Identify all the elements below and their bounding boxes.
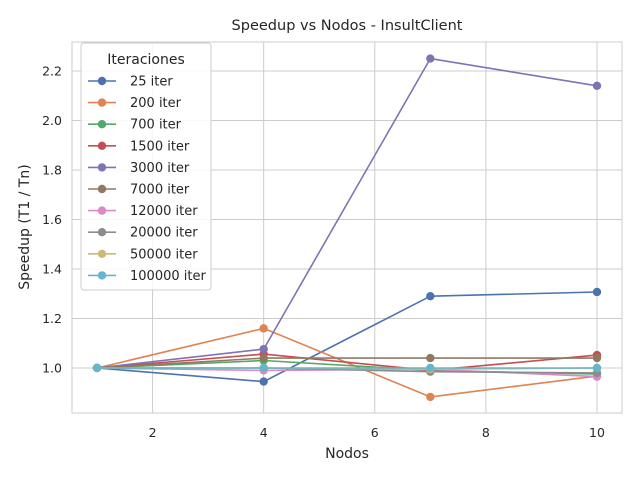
legend-item: 1500 iter (88, 139, 190, 154)
data-point (92, 363, 102, 373)
legend-item: 3000 iter (88, 161, 190, 176)
legend-marker (97, 206, 107, 215)
legend-item: 20000 iter (88, 226, 198, 241)
data-point (426, 353, 435, 363)
series-1500-iter (92, 349, 602, 375)
legend-item: 7000 iter (88, 183, 190, 198)
series-line (96, 357, 597, 369)
x-tick-label: 2 (149, 425, 157, 440)
x-tick-label: 8 (482, 425, 490, 440)
data-point (259, 363, 268, 373)
legend-label: 20000 iter (130, 226, 198, 241)
legend-marker (97, 141, 107, 150)
series-100000-iter (92, 363, 602, 373)
y-axis-label: Speedup (T1 / Tn) (17, 164, 33, 290)
legend-label: 100000 iter (130, 269, 206, 284)
legend-marker (97, 120, 107, 129)
legend-item: 700 iter (88, 118, 182, 133)
legend-item: 100000 iter (88, 269, 206, 284)
legend-marker (97, 98, 107, 107)
y-tick-label: 2.2 (42, 63, 62, 78)
legend-items: 25 iter 200 iter 700 iter 1500 iter 3000 ite… (88, 75, 206, 284)
data-point (426, 291, 435, 301)
legend-marker (97, 249, 107, 258)
tick-labels: 2 4 6 8 10 1.0 1.2 1.4 1.6 1.8 2.0 2.2 (42, 63, 605, 440)
y-tick-label: 1.8 (42, 162, 62, 177)
data-point (592, 353, 602, 363)
legend-item: 50000 iter (88, 247, 198, 262)
legend: Iteraciones 25 iter 200 iter 700 iter 1500 … (80, 42, 212, 291)
y-tick-label: 1.0 (42, 360, 62, 375)
series-line (96, 291, 598, 383)
series-25-iter (92, 287, 602, 386)
y-tick-label: 1.6 (42, 212, 62, 227)
x-tick-label: 4 (260, 425, 268, 440)
x-axis-label: Nodos (325, 446, 369, 462)
data-point (259, 324, 268, 333)
series-layer (92, 54, 602, 402)
series-line (96, 353, 598, 372)
legend-label: 3000 iter (130, 161, 190, 176)
data-point (426, 392, 435, 402)
data-point (259, 377, 268, 386)
legend-box (80, 42, 212, 291)
legend-item: 25 iter (88, 75, 173, 90)
legend-item: 12000 iter (88, 204, 198, 219)
legend-label: 50000 iter (130, 247, 198, 262)
y-tick-label: 1.4 (42, 261, 62, 276)
legend-title: Iteraciones (107, 52, 185, 68)
legend-label: 1500 iter (130, 139, 190, 154)
legend-label: 25 iter (130, 75, 173, 90)
legend-marker (97, 271, 107, 280)
legend-label: 12000 iter (130, 204, 198, 219)
data-point (426, 363, 435, 373)
data-point (259, 344, 268, 354)
y-tick-label: 2.0 (42, 113, 62, 128)
x-tick-label: 10 (589, 425, 605, 440)
data-point (426, 54, 435, 63)
series-line (96, 57, 598, 369)
data-point (592, 287, 602, 297)
legend-label: 200 iter (130, 96, 182, 111)
data-point (592, 363, 602, 373)
y-tick-label: 1.2 (42, 311, 62, 326)
chart-title: Speedup vs Nodos - InsultClient (232, 18, 463, 34)
plot-area (71, 41, 623, 414)
legend-label: 700 iter (130, 118, 182, 133)
legend-marker (97, 76, 107, 86)
legend-item: 200 iter (88, 96, 182, 111)
x-tick-label: 6 (371, 425, 379, 440)
data-point (592, 81, 602, 91)
legend-marker (97, 163, 107, 172)
legend-label: 7000 iter (130, 183, 190, 198)
legend-marker (97, 228, 107, 237)
data-point (259, 353, 268, 363)
legend-marker (97, 184, 107, 194)
